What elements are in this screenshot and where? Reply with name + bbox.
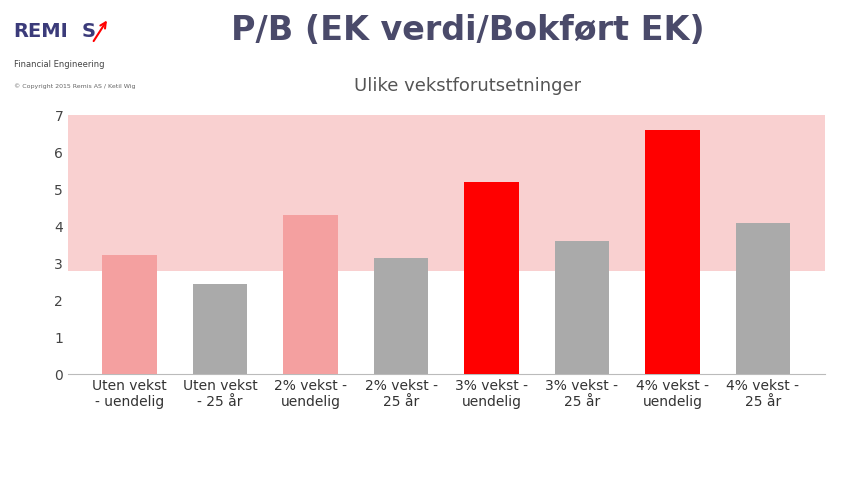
Bar [736,223,791,374]
Text: Ulike vekstforutsetninger: Ulike vekstforutsetninger [354,77,581,95]
Bar [283,215,337,374]
Text: REMI: REMI [14,22,68,41]
Text: P/B (EK verdi/Bokført EK): P/B (EK verdi/Bokført EK) [230,14,705,48]
Bar [645,130,700,374]
Bar [68,113,824,272]
Bar [102,255,156,374]
Bar [464,182,518,374]
Bar [193,284,247,374]
Text: Financial Engineering: Financial Engineering [14,60,104,69]
Bar [555,241,609,374]
Text: © Copyright 2015 Remis AS / Ketil Wig: © Copyright 2015 Remis AS / Ketil Wig [14,84,135,89]
Bar [374,258,428,374]
Text: S: S [82,22,96,41]
